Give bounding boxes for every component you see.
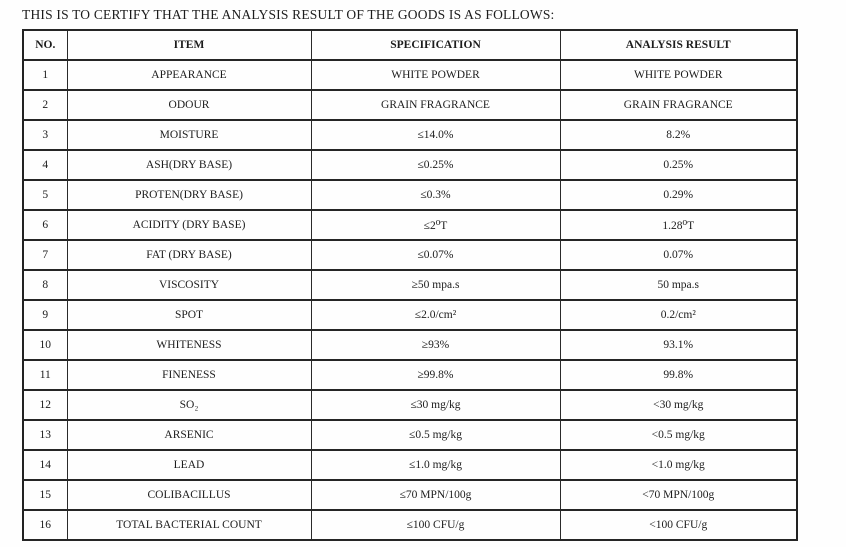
cell-spec: ≤0.25%	[310, 149, 561, 181]
cell-result: <70 MPN/100g	[559, 479, 798, 511]
cell-no: 10	[22, 329, 68, 361]
cell-result: <1.0 mg/kg	[559, 449, 798, 481]
cell-item: APPEARANCE	[66, 59, 312, 91]
cell-item: VISCOSITY	[66, 269, 312, 301]
table-row: 8 VISCOSITY ≥50 mpa.s 50 mpa.s	[22, 269, 798, 301]
cell-result: 99.8%	[559, 359, 798, 391]
cell-item: ODOUR	[66, 89, 312, 121]
cell-result: WHITE POWDER	[559, 59, 798, 91]
cell-item: FAT (DRY BASE)	[66, 239, 312, 271]
cell-result: 50 mpa.s	[559, 269, 798, 301]
col-header-no: NO.	[22, 29, 68, 61]
cell-spec: WHITE POWDER	[310, 59, 561, 91]
cell-item: ACIDITY (DRY BASE)	[66, 209, 312, 241]
table-row: 15 COLIBACILLUS ≤70 MPN/100g <70 MPN/100g	[22, 479, 798, 511]
table-row: 13 ARSENIC ≤0.5 mg/kg <0.5 mg/kg	[22, 419, 798, 451]
analysis-table: NO. ITEM SPECIFICATION ANALYSIS RESULT 1…	[22, 29, 798, 541]
cell-spec: ≤2⁰T	[310, 209, 561, 241]
col-header-item: ITEM	[66, 29, 312, 61]
cell-item: FINENESS	[66, 359, 312, 391]
cell-result: 0.2/cm²	[559, 299, 798, 331]
table-row: 1 APPEARANCE WHITE POWDER WHITE POWDER	[22, 59, 798, 91]
cell-result: 0.29%	[559, 179, 798, 211]
cell-spec: ≤0.3%	[310, 179, 561, 211]
table-row: 14 LEAD ≤1.0 mg/kg <1.0 mg/kg	[22, 449, 798, 481]
cell-no: 9	[22, 299, 68, 331]
cell-item: COLIBACILLUS	[66, 479, 312, 511]
table-row: 11 FINENESS ≥99.8% 99.8%	[22, 359, 798, 391]
table-row: 10 WHITENESS ≥93% 93.1%	[22, 329, 798, 361]
cell-result: 1.28⁰T	[559, 209, 798, 241]
table-row: 3 MOISTURE ≤14.0% 8.2%	[22, 119, 798, 151]
cell-no: 13	[22, 419, 68, 451]
cell-result: <100 CFU/g	[559, 509, 798, 541]
cell-result: 0.07%	[559, 239, 798, 271]
cell-item: WHITENESS	[66, 329, 312, 361]
cell-result: 0.25%	[559, 149, 798, 181]
cell-item: MOISTURE	[66, 119, 312, 151]
cell-no: 1	[22, 59, 68, 91]
cell-spec: ≤100 CFU/g	[310, 509, 561, 541]
cell-no: 14	[22, 449, 68, 481]
cell-item: TOTAL BACTERIAL COUNT	[66, 509, 312, 541]
cell-no: 15	[22, 479, 68, 511]
table-row: 6 ACIDITY (DRY BASE) ≤2⁰T 1.28⁰T	[22, 209, 798, 241]
col-header-spec: SPECIFICATION	[310, 29, 561, 61]
cell-no: 8	[22, 269, 68, 301]
cell-no: 16	[22, 509, 68, 541]
cell-spec: ≥93%	[310, 329, 561, 361]
cell-no: 5	[22, 179, 68, 211]
cell-result: 93.1%	[559, 329, 798, 361]
cell-item: ARSENIC	[66, 419, 312, 451]
col-header-result: ANALYSIS RESULT	[559, 29, 798, 61]
cell-result: 8.2%	[559, 119, 798, 151]
cell-no: 6	[22, 209, 68, 241]
header-row: NO. ITEM SPECIFICATION ANALYSIS RESULT	[22, 29, 798, 61]
cell-spec: ≥50 mpa.s	[310, 269, 561, 301]
cell-result: GRAIN FRAGRANCE	[559, 89, 798, 121]
cell-no: 4	[22, 149, 68, 181]
cell-spec: ≤30 mg/kg	[310, 389, 561, 421]
table-row: 16 TOTAL BACTERIAL COUNT ≤100 CFU/g <100 CF…	[22, 509, 798, 541]
cell-item: ASH(DRY BASE)	[66, 149, 312, 181]
cell-spec: ≤0.5 mg/kg	[310, 419, 561, 451]
cell-spec: GRAIN FRAGRANCE	[310, 89, 561, 121]
table-row: 12 SO₂ ≤30 mg/kg <30 mg/kg	[22, 389, 798, 421]
table-row: 5 PROTEN(DRY BASE) ≤0.3% 0.29%	[22, 179, 798, 211]
table-row: 9 SPOT ≤2.0/cm² 0.2/cm²	[22, 299, 798, 331]
cell-item: SO₂	[66, 389, 312, 421]
cell-result: <0.5 mg/kg	[559, 419, 798, 451]
table-row: 7 FAT (DRY BASE) ≤0.07% 0.07%	[22, 239, 798, 271]
cell-spec: ≤2.0/cm²	[310, 299, 561, 331]
cell-spec: ≥99.8%	[310, 359, 561, 391]
page-title: THIS IS TO CERTIFY THAT THE ANALYSIS RES…	[22, 7, 555, 22]
table-row: 4 ASH(DRY BASE) ≤0.25% 0.25%	[22, 149, 798, 181]
cell-no: 12	[22, 389, 68, 421]
cell-result: <30 mg/kg	[559, 389, 798, 421]
cell-no: 11	[22, 359, 68, 391]
cell-no: 2	[22, 89, 68, 121]
cell-no: 7	[22, 239, 68, 271]
cell-spec: ≤0.07%	[310, 239, 561, 271]
cell-spec: ≤70 MPN/100g	[310, 479, 561, 511]
table-row: 2 ODOUR GRAIN FRAGRANCE GRAIN FRAGRANCE	[22, 89, 798, 121]
cell-item: SPOT	[66, 299, 312, 331]
cell-spec: ≤14.0%	[310, 119, 561, 151]
cell-item: LEAD	[66, 449, 312, 481]
cell-item: PROTEN(DRY BASE)	[66, 179, 312, 211]
cell-spec: ≤1.0 mg/kg	[310, 449, 561, 481]
cell-no: 3	[22, 119, 68, 151]
